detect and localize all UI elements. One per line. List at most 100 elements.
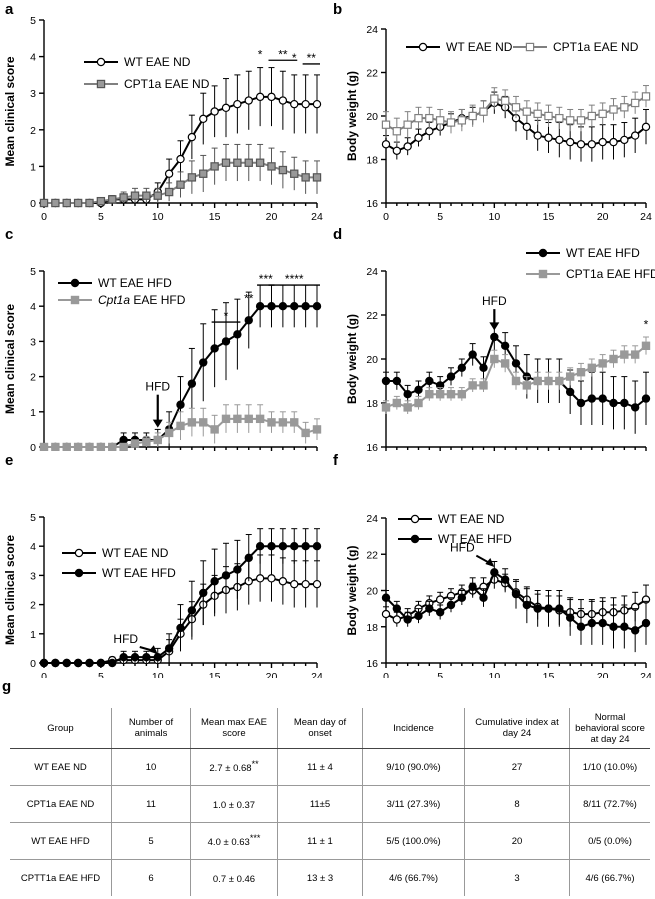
max-score-value: 1.0 ± 0.37 <box>212 800 256 812</box>
y-tick-label: 22 <box>366 549 378 561</box>
data-point <box>233 414 242 424</box>
x-tick-label: 10 <box>152 211 164 223</box>
data-point <box>468 111 477 121</box>
chart-panel-c: c0123450510152024Days after disease indu… <box>3 226 322 451</box>
max-score-value: 4.0 ± 0.63 <box>207 837 250 849</box>
data-point <box>278 418 288 427</box>
data-point <box>187 379 197 388</box>
legend-label: Cpt1a EAE HFD <box>98 293 186 307</box>
y-tick-label: 5 <box>30 512 36 524</box>
arrow-head <box>489 322 500 331</box>
data-point <box>555 135 564 145</box>
x-tick-label: 20 <box>266 671 278 678</box>
panel-label-a: a <box>5 1 14 18</box>
legend-label: CPT1a EAE ND <box>124 77 210 91</box>
hfd-label: HFD <box>482 294 507 308</box>
y-tick-label: 16 <box>366 198 378 210</box>
data-point <box>96 196 106 206</box>
data-point <box>199 114 208 124</box>
data-point <box>392 604 402 613</box>
legend-marker <box>70 295 80 305</box>
data-point <box>381 140 391 149</box>
data-point <box>490 332 499 342</box>
data-point <box>187 173 197 182</box>
data-point <box>544 604 553 613</box>
data-point <box>457 593 467 602</box>
legend-label: WT EAE HFD <box>438 532 512 546</box>
data-point <box>312 301 322 311</box>
cell-onset: 11 ± 1 <box>277 822 363 860</box>
data-point <box>233 330 242 339</box>
data-point <box>511 376 521 386</box>
x-tick-label: 5 <box>98 671 104 678</box>
cell-group: WT EAE ND <box>10 748 112 786</box>
data-point <box>278 577 288 586</box>
y-tick-label: 24 <box>366 266 378 278</box>
data-point <box>119 435 128 445</box>
data-point <box>39 658 49 668</box>
legend-label: WT EAE HFD <box>98 276 172 290</box>
data-point <box>199 418 208 427</box>
cell-max-score: 4.0 ± 0.63*** <box>190 822 278 860</box>
hfd-label: HFD <box>145 380 170 394</box>
data-point <box>255 92 265 102</box>
data-point <box>221 414 231 424</box>
cell-cumulative: 8 <box>464 785 570 823</box>
arrow-head <box>152 419 163 428</box>
data-point <box>187 418 197 427</box>
data-point <box>51 198 60 208</box>
legend-label-italic: Cpt1a <box>98 293 130 307</box>
y-tick-label: 20 <box>366 354 378 366</box>
data-point <box>290 169 299 178</box>
data-point <box>255 541 265 551</box>
data-point <box>457 363 467 372</box>
data-point <box>39 442 49 451</box>
data-point <box>130 439 140 448</box>
data-point <box>85 658 94 668</box>
cell-max-score: 0.7 ± 0.46 <box>190 859 278 896</box>
data-point <box>96 442 106 451</box>
y-tick-label: 1 <box>30 407 36 419</box>
y-tick-label: 2 <box>30 600 36 612</box>
cell-n: 10 <box>111 748 191 786</box>
data-point <box>244 96 253 105</box>
data-point <box>500 341 510 351</box>
data-point <box>233 158 242 167</box>
chart-panel-f: f16182022240510152024Days after disease … <box>333 452 652 678</box>
cell-n: 11 <box>111 785 191 823</box>
data-point <box>565 372 575 381</box>
data-point <box>62 442 71 451</box>
data-point <box>565 137 575 147</box>
data-point <box>598 109 607 119</box>
data-point <box>278 301 288 311</box>
data-point <box>630 350 640 359</box>
data-point <box>381 120 391 129</box>
data-point <box>312 99 322 109</box>
y-tick-label: 0 <box>30 442 36 451</box>
data-point <box>210 107 219 116</box>
panel-label-c: c <box>5 226 13 243</box>
cell-n: 5 <box>111 822 191 860</box>
data-point <box>176 400 185 409</box>
data-point <box>479 593 488 602</box>
y-tick-label: 2 <box>30 372 36 384</box>
y-tick-label: 1 <box>30 629 36 641</box>
data-point <box>576 140 586 149</box>
data-point <box>301 541 310 551</box>
data-point <box>630 98 640 108</box>
data-point <box>511 589 521 599</box>
data-point <box>641 122 651 132</box>
legend-label: WT EAE HFD <box>566 246 640 260</box>
x-tick-label: 10 <box>152 671 164 678</box>
data-point <box>210 577 219 586</box>
x-tick-label: 15 <box>209 211 221 223</box>
y-tick-label: 4 <box>30 301 36 313</box>
data-point <box>587 140 597 149</box>
data-point <box>446 390 456 399</box>
data-point <box>62 198 71 208</box>
legend-marker <box>538 248 548 258</box>
data-point <box>435 390 445 399</box>
data-point <box>587 618 597 628</box>
data-point <box>85 442 94 451</box>
data-point <box>425 604 434 613</box>
